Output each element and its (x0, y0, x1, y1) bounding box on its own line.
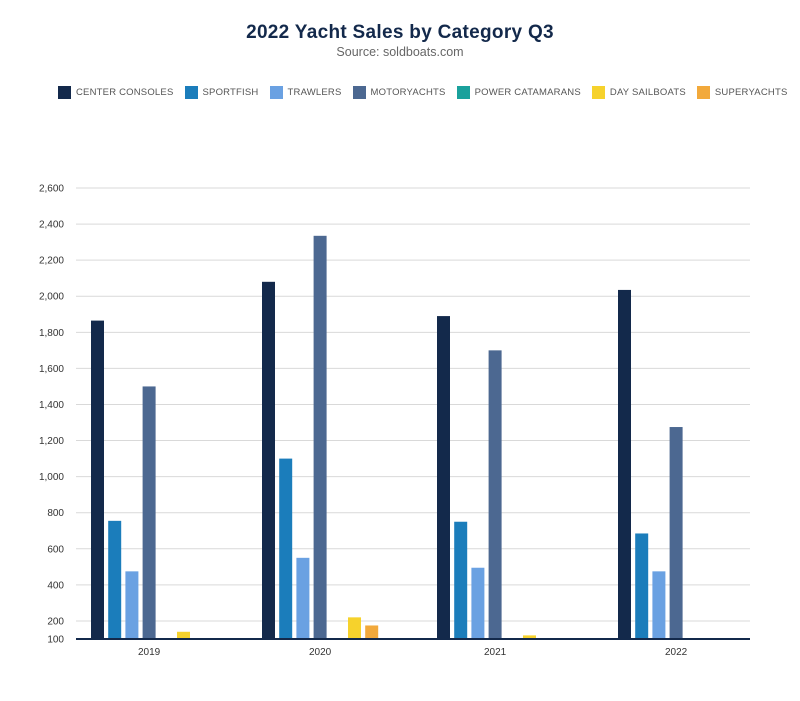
y-tick-label: 2,400 (39, 220, 64, 231)
legend-label: POWER CATAMARANS (474, 87, 581, 98)
bar (669, 427, 683, 639)
bar (348, 617, 361, 639)
bar (652, 571, 666, 639)
bar (262, 281, 275, 639)
bar (296, 557, 310, 639)
legend-label: SPORTFISH (202, 87, 259, 98)
bar (177, 631, 190, 639)
bar (618, 289, 631, 639)
legend-swatch (269, 86, 283, 99)
bar (523, 635, 536, 639)
legend-item: DAY SAILBOATS (591, 86, 686, 99)
legend-item: TRAWLERS (269, 86, 342, 99)
legend-label: TRAWLERS (287, 87, 342, 98)
bar (125, 571, 139, 639)
legend-swatch (591, 86, 605, 99)
legend-label: CENTER CONSOLES (76, 87, 174, 98)
legend-item: SUPERYACHTS (696, 86, 788, 99)
bar (142, 386, 156, 639)
legend-label: SUPERYACHTS (714, 87, 788, 98)
bar (635, 533, 649, 639)
bar (471, 567, 485, 639)
y-tick-label: 1,400 (39, 400, 64, 411)
legend-item: MOTORYACHTS (352, 86, 446, 99)
x-tick-label: 2021 (484, 647, 507, 658)
y-tick-label: 1,200 (39, 436, 64, 447)
bar (488, 350, 502, 639)
y-tick-label: 1,000 (39, 472, 64, 483)
y-tick-label: 200 (47, 616, 64, 627)
legend-label: MOTORYACHTS (370, 87, 446, 98)
legend-swatch (456, 86, 470, 99)
x-tick-label: 2019 (138, 647, 161, 658)
y-tick-label: 1,800 (39, 328, 64, 339)
legend-label: DAY SAILBOATS (609, 87, 686, 98)
x-tick-label: 2020 (309, 647, 332, 658)
bar (313, 235, 327, 639)
y-tick-label: 100 (47, 635, 64, 646)
bar (279, 458, 293, 639)
legend-item: POWER CATAMARANS (456, 86, 581, 99)
chart-title: 2022 Yacht Sales by Category Q3 (246, 22, 554, 43)
legend-swatch (184, 86, 198, 99)
x-tick-label: 2022 (665, 647, 688, 658)
bar (365, 625, 379, 639)
bar (437, 316, 450, 639)
bar (91, 320, 104, 639)
y-tick-label: 2,200 (39, 256, 64, 267)
chart-subtitle: Source: soldboats.com (336, 45, 464, 59)
chart-legend: CENTER CONSOLES SPORTFISH TRAWLERS MOTORYAC… (58, 86, 798, 99)
legend-swatch (58, 86, 71, 99)
y-tick-label: 400 (47, 580, 64, 591)
bar (454, 521, 468, 639)
legend-swatch (352, 86, 366, 99)
y-tick-label: 800 (47, 508, 64, 519)
y-tick-label: 600 (47, 544, 64, 555)
legend-swatch (696, 86, 710, 99)
y-tick-label: 2,600 (39, 184, 64, 195)
legend-item: CENTER CONSOLES (58, 86, 174, 99)
legend-item: SPORTFISH (184, 86, 259, 99)
y-tick-label: 1,600 (39, 364, 64, 375)
bar (108, 520, 122, 639)
y-tick-label: 2,000 (39, 292, 64, 303)
